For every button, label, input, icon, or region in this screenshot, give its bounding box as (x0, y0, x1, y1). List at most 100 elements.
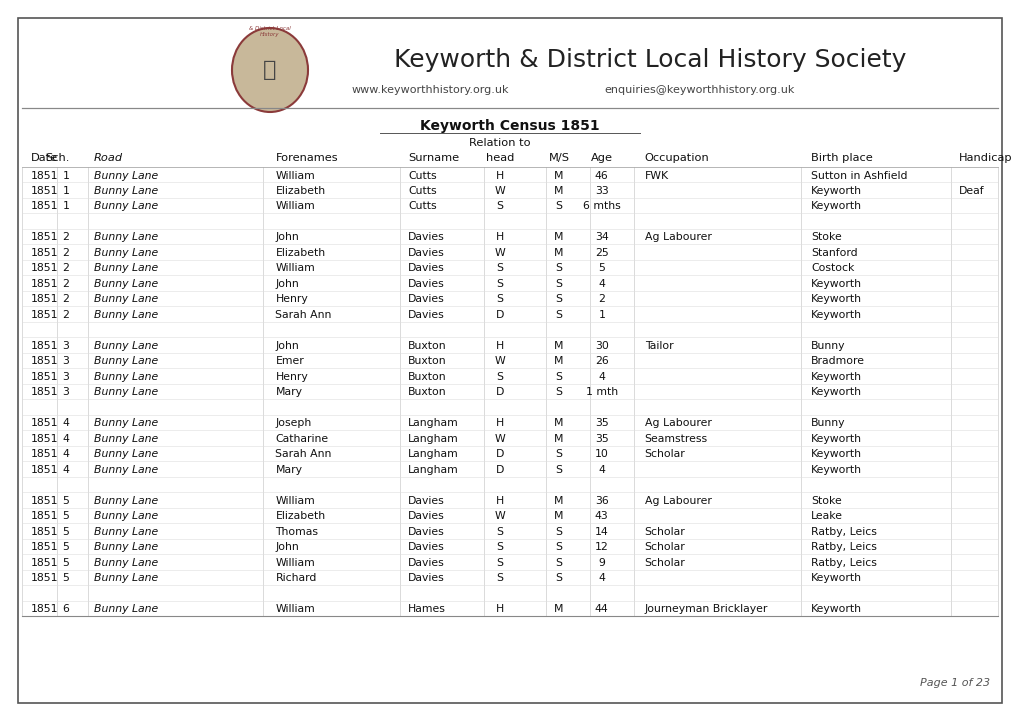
Text: ⛪: ⛪ (263, 60, 276, 80)
Text: Elizabeth: Elizabeth (275, 248, 325, 258)
Text: 4: 4 (62, 465, 69, 474)
Ellipse shape (231, 28, 308, 112)
Text: Davies: Davies (408, 526, 444, 536)
Text: 2: 2 (62, 294, 69, 304)
Text: 30: 30 (594, 341, 608, 351)
Text: 1851: 1851 (31, 511, 58, 521)
Text: Bunny Lane: Bunny Lane (94, 170, 158, 180)
Text: Langham: Langham (408, 465, 459, 474)
Text: Date: Date (31, 153, 58, 163)
Text: Keyworth: Keyworth (810, 279, 861, 289)
Text: S: S (555, 542, 561, 552)
Text: Buxton: Buxton (408, 341, 446, 351)
Text: Joseph: Joseph (275, 418, 312, 428)
Text: 2: 2 (62, 263, 69, 273)
Text: Cutts: Cutts (408, 201, 436, 211)
Text: 3: 3 (62, 372, 69, 382)
Text: Davies: Davies (408, 263, 444, 273)
Text: Henry: Henry (275, 294, 308, 304)
Text: Davies: Davies (408, 310, 444, 320)
Text: Age: Age (590, 153, 612, 163)
Text: Davies: Davies (408, 495, 444, 505)
Text: Bunny Lane: Bunny Lane (94, 186, 158, 196)
Text: 6: 6 (62, 604, 69, 614)
Text: H: H (495, 495, 503, 505)
Text: 5: 5 (62, 557, 69, 567)
Text: 4: 4 (62, 434, 69, 443)
Text: 1851: 1851 (31, 232, 58, 242)
Text: Davies: Davies (408, 294, 444, 304)
Text: Stoke: Stoke (810, 495, 841, 505)
Text: 36: 36 (594, 495, 608, 505)
Text: 1: 1 (62, 201, 69, 211)
Text: Davies: Davies (408, 511, 444, 521)
Text: 46: 46 (594, 170, 608, 180)
Text: Scholar: Scholar (644, 542, 685, 552)
Text: S: S (555, 201, 561, 211)
Text: 4: 4 (62, 449, 69, 459)
Text: 3: 3 (62, 356, 69, 366)
Text: FWK: FWK (644, 170, 668, 180)
Text: D: D (495, 310, 503, 320)
Text: H: H (495, 232, 503, 242)
Text: John: John (275, 341, 299, 351)
Text: William: William (275, 170, 315, 180)
Text: 5: 5 (62, 542, 69, 552)
Text: Occupation: Occupation (644, 153, 708, 163)
Text: Bunny Lane: Bunny Lane (94, 310, 158, 320)
Text: S: S (555, 465, 561, 474)
Text: Bunny Lane: Bunny Lane (94, 279, 158, 289)
Text: Bradmore: Bradmore (810, 356, 864, 366)
Text: Bunny: Bunny (810, 418, 845, 428)
Text: Davies: Davies (408, 248, 444, 258)
Text: S: S (496, 526, 502, 536)
Text: 4: 4 (598, 372, 604, 382)
Text: S: S (555, 294, 561, 304)
Text: Ratby, Leics: Ratby, Leics (810, 526, 876, 536)
Text: Sutton in Ashfield: Sutton in Ashfield (810, 170, 907, 180)
Text: Costock: Costock (810, 263, 854, 273)
Text: Cutts: Cutts (408, 170, 436, 180)
Text: Surname: Surname (408, 153, 459, 163)
Text: Bunny Lane: Bunny Lane (94, 294, 158, 304)
Text: 1: 1 (62, 170, 69, 180)
Text: Bunny Lane: Bunny Lane (94, 387, 158, 397)
Text: Langham: Langham (408, 434, 459, 443)
Text: 1851: 1851 (31, 310, 58, 320)
Text: S: S (555, 449, 561, 459)
Text: John: John (275, 279, 299, 289)
Text: 4: 4 (598, 279, 604, 289)
Text: Stanford: Stanford (810, 248, 857, 258)
Text: head: head (485, 153, 514, 163)
Text: 5: 5 (62, 573, 69, 583)
Text: Langham: Langham (408, 418, 459, 428)
Text: W: W (494, 356, 504, 366)
Text: Scholar: Scholar (644, 526, 685, 536)
Text: Emer: Emer (275, 356, 304, 366)
Text: 1851: 1851 (31, 372, 58, 382)
Text: W: W (494, 511, 504, 521)
Text: S: S (555, 310, 561, 320)
Text: M: M (553, 248, 564, 258)
Text: Elizabeth: Elizabeth (275, 186, 325, 196)
Text: 4: 4 (598, 465, 604, 474)
Text: Leake: Leake (810, 511, 842, 521)
Text: 1851: 1851 (31, 186, 58, 196)
Text: Keyworth: Keyworth (810, 604, 861, 614)
Text: William: William (275, 201, 315, 211)
Text: 43: 43 (594, 511, 608, 521)
Text: & District Local
History: & District Local History (249, 26, 290, 37)
Text: 5: 5 (62, 495, 69, 505)
Text: 9: 9 (598, 557, 604, 567)
Text: Handicap: Handicap (958, 153, 1012, 163)
Text: Keyworth: Keyworth (810, 186, 861, 196)
Text: Bunny Lane: Bunny Lane (94, 372, 158, 382)
Text: 1851: 1851 (31, 573, 58, 583)
Text: Bunny Lane: Bunny Lane (94, 557, 158, 567)
Text: Keyworth: Keyworth (810, 372, 861, 382)
Text: Keyworth: Keyworth (810, 294, 861, 304)
Text: Bunny Lane: Bunny Lane (94, 511, 158, 521)
Text: 5: 5 (598, 263, 604, 273)
Text: Bunny: Bunny (810, 341, 845, 351)
Text: S: S (555, 557, 561, 567)
